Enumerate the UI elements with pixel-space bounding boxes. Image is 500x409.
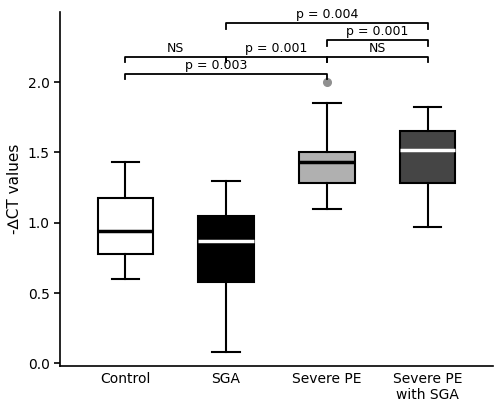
PathPatch shape <box>299 153 354 183</box>
Y-axis label: -∆CT values: -∆CT values <box>7 144 22 234</box>
Text: p = 0.003: p = 0.003 <box>185 58 247 72</box>
Text: p = 0.001: p = 0.001 <box>246 42 308 55</box>
Text: p = 0.004: p = 0.004 <box>296 8 358 21</box>
PathPatch shape <box>198 216 254 282</box>
Text: NS: NS <box>167 42 184 55</box>
Text: p = 0.001: p = 0.001 <box>346 25 408 38</box>
Text: NS: NS <box>368 42 386 55</box>
PathPatch shape <box>98 198 153 254</box>
PathPatch shape <box>400 131 456 183</box>
